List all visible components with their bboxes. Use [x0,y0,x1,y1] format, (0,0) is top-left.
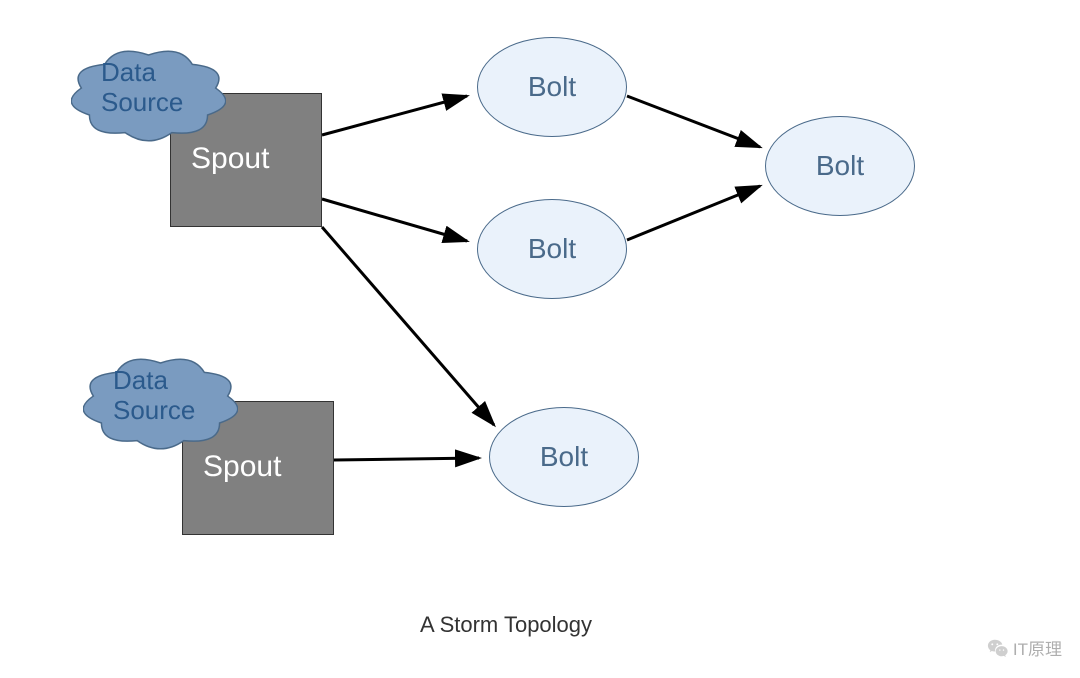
spout-label-1: Spout [191,142,269,176]
bolt-node-1: Bolt [477,37,627,137]
bolt-label-2: Bolt [528,233,576,265]
bolt-node-2: Bolt [477,199,627,299]
bolt-label-4: Bolt [816,150,864,182]
bolt-node-4: Bolt [765,116,915,216]
data-source-label-1: DataSource [101,58,183,118]
bolt-node-3: Bolt [489,407,639,507]
diagram-caption: A Storm Topology [420,612,592,638]
spout-label-2: Spout [203,450,281,484]
storm-topology-diagram: Spout DataSource Spout DataSource Bolt B… [0,0,1080,678]
watermark-text: IT原理 [1013,635,1062,660]
watermark: IT原理 [987,635,1062,660]
bolt-label-1: Bolt [528,71,576,103]
data-source-label-2: DataSource [113,366,195,426]
wechat-icon [987,637,1009,659]
bolt-label-3: Bolt [540,441,588,473]
